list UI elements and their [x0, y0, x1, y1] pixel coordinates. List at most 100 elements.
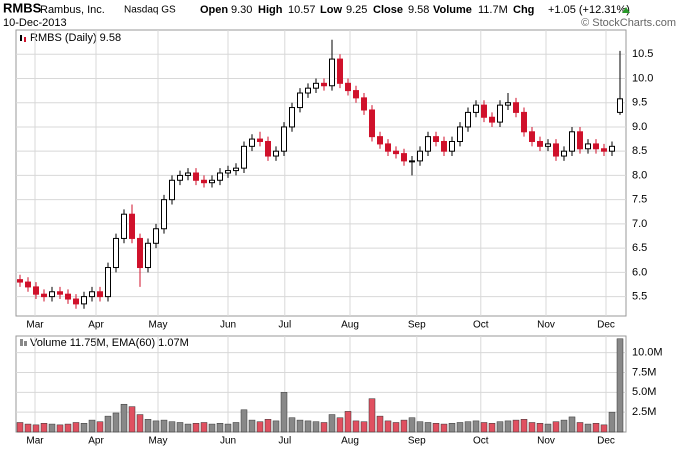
candle-body — [529, 131, 535, 142]
volume-bar — [352, 420, 360, 433]
volume-bar — [336, 417, 344, 433]
v-tick-label: 7.5M — [632, 366, 656, 378]
candle-body — [553, 143, 559, 157]
volume-bar — [200, 422, 208, 433]
candle-body — [409, 160, 415, 163]
x-tick-label: Mar — [26, 320, 44, 331]
candle-body — [265, 140, 271, 157]
candle-body — [249, 138, 255, 147]
candle-body — [105, 267, 111, 298]
candle-body — [417, 150, 423, 162]
volume-bar — [48, 423, 56, 433]
x-tick-label: Jun — [220, 436, 236, 447]
candle-body — [569, 131, 575, 152]
volume-bar — [128, 406, 136, 433]
x-tick-label: Apr — [88, 436, 104, 447]
x-tick-label: Jul — [278, 320, 291, 331]
volume-bar — [72, 422, 80, 433]
candle-body — [585, 143, 591, 150]
volume-bar — [520, 419, 528, 433]
volume-bar — [296, 419, 304, 433]
legend-icon — [24, 37, 26, 42]
x-tick-label: Aug — [341, 436, 359, 447]
candle-body — [57, 291, 63, 295]
volume-bar — [176, 422, 184, 433]
volume-bar — [16, 422, 24, 433]
candle-body — [145, 242, 151, 269]
volume-bar — [56, 424, 64, 433]
volume-bar — [232, 422, 240, 433]
candle-body — [281, 126, 287, 152]
candle-body — [209, 179, 215, 184]
volume-bar — [112, 412, 120, 433]
candle-body — [81, 296, 87, 305]
volume-bar — [40, 423, 48, 433]
volume-bar — [368, 398, 376, 433]
x-tick-label: Apr — [88, 320, 104, 331]
x-tick-label: Nov — [537, 436, 555, 447]
candle-body — [41, 293, 47, 298]
volume-bar — [504, 420, 512, 433]
quote-value: 11.7M — [478, 4, 508, 16]
x-tick-label: Mar — [26, 436, 44, 447]
v-tick-label: 2.5M — [632, 406, 656, 418]
candle-body — [369, 109, 375, 138]
volume-bar — [136, 414, 144, 433]
candle-body — [217, 172, 223, 181]
volume-bar — [472, 420, 480, 433]
quote-label: Close — [373, 4, 403, 16]
volume-bar — [64, 423, 72, 433]
volume-bar — [120, 403, 128, 433]
volume-bar — [160, 419, 168, 433]
volume-bar — [184, 423, 192, 433]
volume-bar — [600, 424, 608, 433]
volume-bar — [528, 422, 536, 433]
candle-body — [177, 174, 183, 181]
candle-body — [609, 145, 615, 152]
legend-icon — [20, 339, 23, 346]
volume-bar — [480, 422, 488, 433]
volume-legend: Volume 11.75M, EMA(60) 1.07M — [30, 337, 189, 349]
x-tick-label: May — [149, 436, 168, 447]
candle-body — [161, 199, 167, 230]
volume-bar — [552, 421, 560, 433]
candle-body — [233, 167, 239, 172]
y-tick-label: 9.5 — [632, 97, 647, 109]
volume-bar — [152, 420, 160, 433]
volume-bar — [392, 422, 400, 433]
candle-body — [385, 143, 391, 152]
candle-body — [201, 179, 207, 184]
y-tick-label: 9.0 — [632, 121, 647, 133]
candle-body — [505, 102, 511, 106]
quote-label: Low — [320, 4, 342, 16]
x-tick-label: Aug — [341, 320, 359, 331]
candle-body — [337, 58, 343, 84]
y-tick-label: 10.5 — [632, 48, 653, 60]
candle-body — [513, 102, 519, 113]
quote-label: Open — [200, 4, 228, 16]
volume-bar — [384, 420, 392, 433]
volume-bar — [104, 415, 112, 433]
candle-body — [521, 111, 527, 133]
price-panel — [15, 29, 627, 317]
candle-body — [113, 237, 119, 269]
quote-label: High — [258, 4, 283, 16]
company: Rambus, Inc. — [40, 4, 105, 16]
candle-body — [321, 82, 327, 87]
volume-bar — [576, 422, 584, 433]
candle-body — [537, 140, 543, 147]
candle-body — [129, 213, 135, 239]
candle-body — [65, 293, 71, 300]
candle-body — [73, 298, 79, 305]
candle-body — [313, 82, 319, 89]
candle-body — [17, 279, 23, 283]
candle-body — [257, 138, 263, 142]
v-tick-label: 5.0M — [632, 386, 656, 398]
candle-body — [25, 281, 31, 288]
quote-label: Chg — [513, 4, 534, 16]
v-tick-label: 10.0M — [632, 347, 663, 359]
quote-label: Volume — [433, 4, 472, 16]
exchange: Nasdaq GS — [124, 5, 176, 16]
volume-bar — [568, 416, 576, 433]
